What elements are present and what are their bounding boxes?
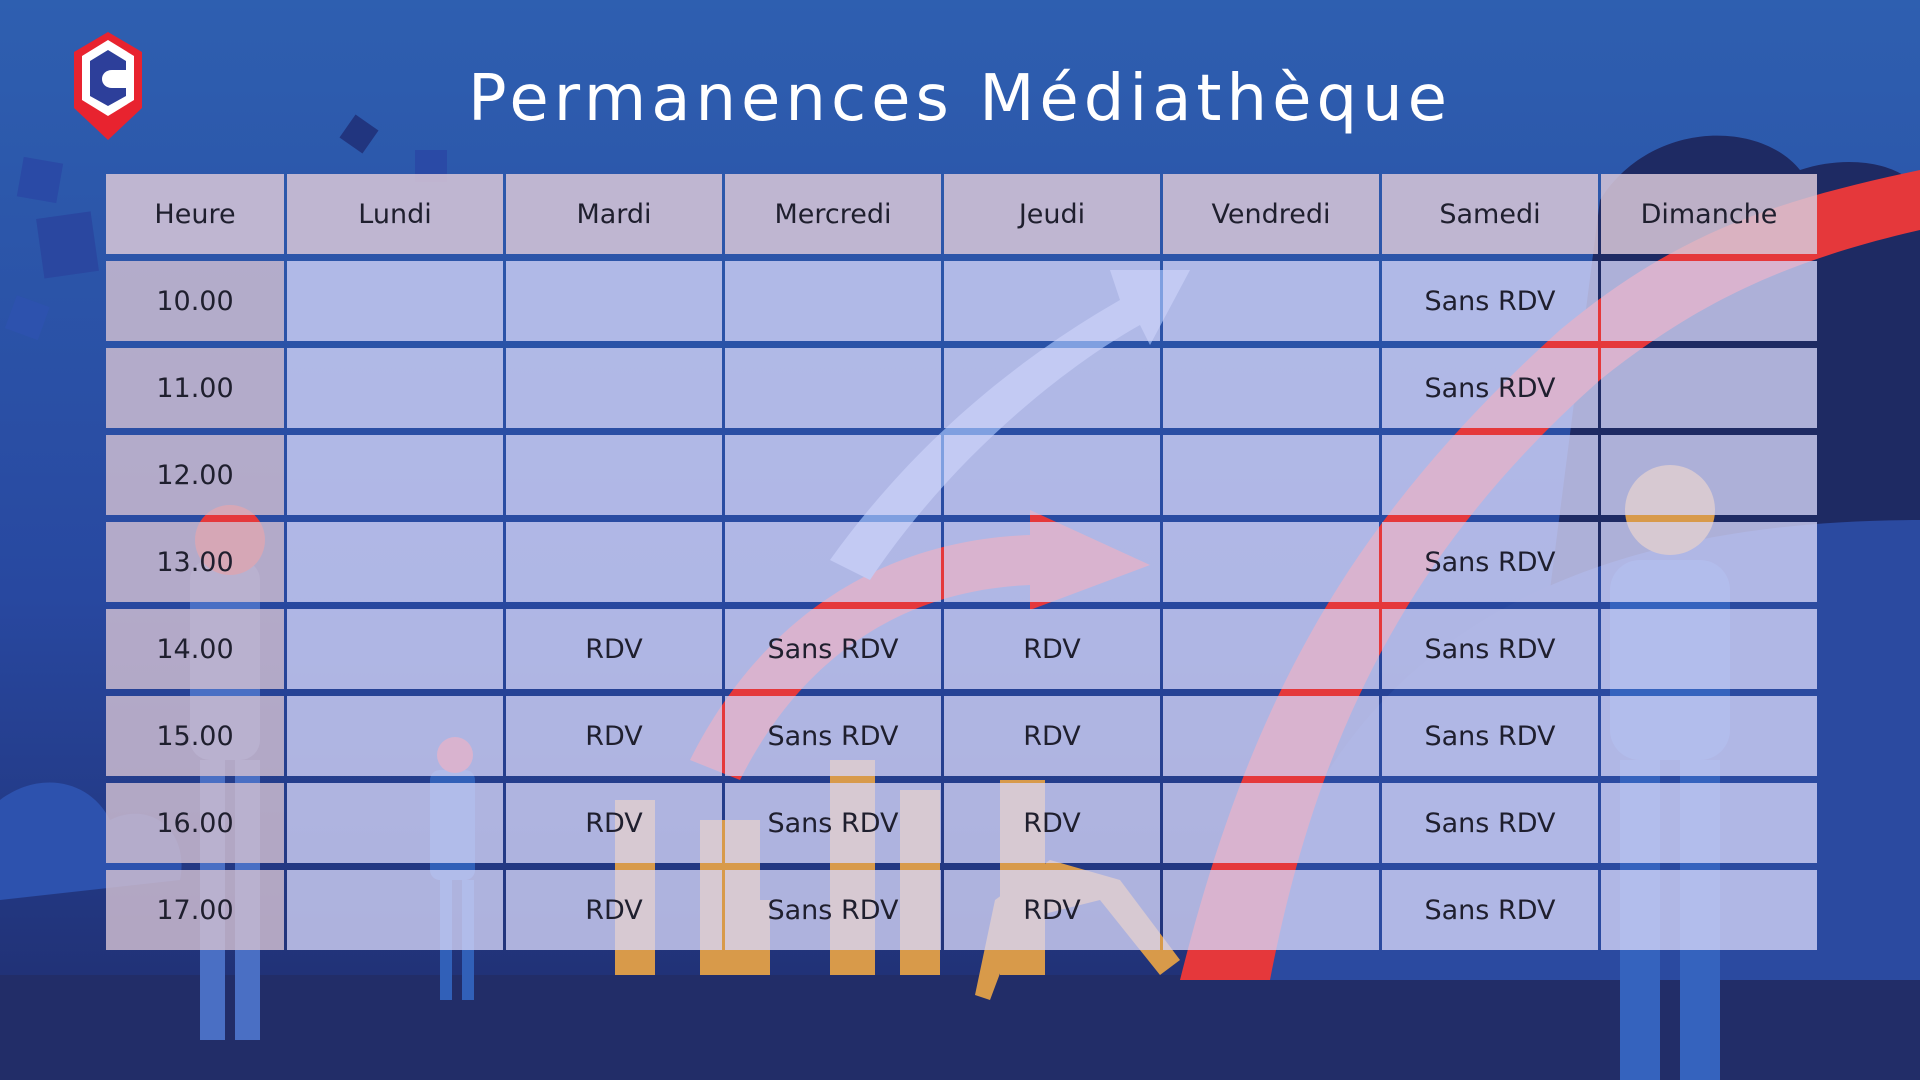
table-cell	[287, 870, 503, 950]
time-cell: 11.00	[106, 348, 284, 428]
header-mardi: Mardi	[506, 174, 722, 254]
table-cell: Sans RDV	[1382, 696, 1598, 776]
table-cell	[1601, 609, 1817, 689]
table-cell	[1163, 870, 1379, 950]
table-cell	[1601, 783, 1817, 863]
table-cell	[1163, 261, 1379, 341]
table-cell	[1601, 696, 1817, 776]
time-cell: 12.00	[106, 435, 284, 515]
table-cell	[1601, 261, 1817, 341]
location-pin-logo-icon	[74, 32, 142, 140]
table-cell: Sans RDV	[725, 783, 941, 863]
time-cell: 14.00	[106, 609, 284, 689]
table-cell: Sans RDV	[1382, 609, 1598, 689]
table-cell: Sans RDV	[1382, 783, 1598, 863]
table-cell	[287, 348, 503, 428]
header-dimanche: Dimanche	[1601, 174, 1817, 254]
table-cell	[506, 348, 722, 428]
table-cell: Sans RDV	[1382, 522, 1598, 602]
time-cell: 15.00	[106, 696, 284, 776]
table-cell	[1601, 435, 1817, 515]
header-mercredi: Mercredi	[725, 174, 941, 254]
table-cell	[1163, 696, 1379, 776]
table-cell: RDV	[506, 783, 722, 863]
time-cell: 16.00	[106, 783, 284, 863]
time-cell: 10.00	[106, 261, 284, 341]
table-cell	[725, 522, 941, 602]
table-cell	[287, 435, 503, 515]
time-cell: 13.00	[106, 522, 284, 602]
table-cell	[287, 261, 503, 341]
table-cell	[725, 348, 941, 428]
table-cell	[725, 261, 941, 341]
table-cell: Sans RDV	[1382, 348, 1598, 428]
table-cell	[1601, 348, 1817, 428]
table-cell	[725, 435, 941, 515]
header-lundi: Lundi	[287, 174, 503, 254]
table-cell: Sans RDV	[725, 609, 941, 689]
time-cell: 17.00	[106, 870, 284, 950]
table-cell: Sans RDV	[1382, 870, 1598, 950]
table-cell: RDV	[944, 696, 1160, 776]
table-cell	[944, 261, 1160, 341]
table-cell	[1382, 435, 1598, 515]
header-jeudi: Jeudi	[944, 174, 1160, 254]
table-cell	[1163, 609, 1379, 689]
table-cell	[944, 435, 1160, 515]
table-cell	[944, 522, 1160, 602]
table-cell	[506, 261, 722, 341]
table-cell	[506, 522, 722, 602]
header-samedi: Samedi	[1382, 174, 1598, 254]
table-cell	[944, 348, 1160, 428]
table-cell: RDV	[944, 870, 1160, 950]
table-cell: Sans RDV	[725, 870, 941, 950]
table-cell	[287, 696, 503, 776]
table-cell: RDV	[944, 783, 1160, 863]
table-cell	[287, 609, 503, 689]
header-vendredi: Vendredi	[1163, 174, 1379, 254]
table-cell: Sans RDV	[725, 696, 941, 776]
table-cell	[1163, 522, 1379, 602]
table-cell: RDV	[506, 870, 722, 950]
table-cell	[1601, 522, 1817, 602]
table-cell	[287, 783, 503, 863]
table-cell	[287, 522, 503, 602]
table-cell	[1163, 435, 1379, 515]
page-title: Permanences Médiathèque	[468, 62, 1452, 136]
schedule-table: Heure Lundi Mardi Mercredi Jeudi Vendred…	[106, 174, 1817, 954]
table-cell: Sans RDV	[1382, 261, 1598, 341]
table-cell	[1163, 348, 1379, 428]
table-cell: RDV	[506, 696, 722, 776]
table-cell: RDV	[944, 609, 1160, 689]
table-cell	[506, 435, 722, 515]
table-cell	[1601, 870, 1817, 950]
header-heure: Heure	[106, 174, 284, 254]
table-cell: RDV	[506, 609, 722, 689]
table-cell	[1163, 783, 1379, 863]
